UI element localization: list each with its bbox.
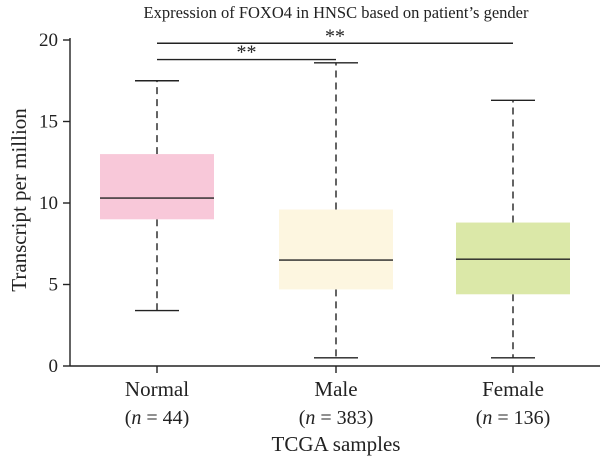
sample-size-label: (n = 383)	[299, 407, 374, 429]
significance-label: **	[237, 42, 257, 64]
x-category-label: Male	[314, 377, 357, 401]
iqr-box	[456, 222, 570, 295]
box-series: Normal (n = 44) Male (n = 383) Female (n = 13…	[100, 62, 570, 429]
sample-size-label: (n = 44)	[125, 407, 190, 429]
y-tick-label: 5	[49, 275, 59, 296]
box-male: Male (n = 383)	[279, 62, 393, 429]
y-tick-label: 20	[39, 30, 58, 51]
box-female: Female (n = 136)	[456, 99, 570, 429]
x-category-label: Normal	[125, 377, 189, 401]
y-tick-label: 15	[39, 112, 58, 133]
y-tick-label: 0	[49, 356, 59, 377]
significance-annotations: ** **	[157, 25, 513, 64]
y-axis-label: Transcript per million	[7, 108, 31, 292]
axes: 0 5 10 15 20	[39, 30, 600, 377]
iqr-box	[100, 154, 214, 220]
sample-size-label: (n = 136)	[476, 407, 551, 429]
x-axis-label: TCGA samples	[272, 432, 401, 456]
significance-label: **	[325, 25, 345, 47]
x-category-label: Female	[482, 377, 544, 401]
box-normal: Normal (n = 44)	[100, 80, 214, 429]
iqr-box	[279, 209, 393, 290]
y-tick-label: 10	[39, 193, 58, 214]
chart-title: Expression of FOXO4 in HNSC based on pat…	[144, 3, 529, 22]
